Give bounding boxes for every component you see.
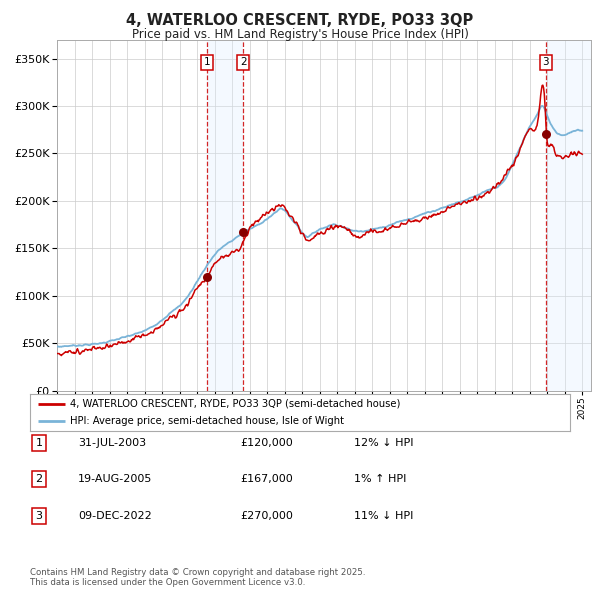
Bar — [207, 40, 243, 391]
Text: 2: 2 — [240, 57, 247, 67]
Text: £270,000: £270,000 — [240, 511, 293, 521]
Text: 09-DEC-2022: 09-DEC-2022 — [78, 511, 152, 521]
Bar — [546, 40, 591, 391]
Text: 11% ↓ HPI: 11% ↓ HPI — [354, 511, 413, 521]
Text: 2: 2 — [35, 474, 43, 484]
Text: 4, WATERLOO CRESCENT, RYDE, PO33 3QP: 4, WATERLOO CRESCENT, RYDE, PO33 3QP — [127, 13, 473, 28]
Text: Price paid vs. HM Land Registry's House Price Index (HPI): Price paid vs. HM Land Registry's House … — [131, 28, 469, 41]
Text: 4, WATERLOO CRESCENT, RYDE, PO33 3QP (semi-detached house): 4, WATERLOO CRESCENT, RYDE, PO33 3QP (se… — [71, 399, 401, 409]
Text: 1: 1 — [35, 438, 43, 448]
Text: £120,000: £120,000 — [240, 438, 293, 448]
Text: 1% ↑ HPI: 1% ↑ HPI — [354, 474, 406, 484]
Text: £167,000: £167,000 — [240, 474, 293, 484]
Text: 3: 3 — [542, 57, 549, 67]
Text: 12% ↓ HPI: 12% ↓ HPI — [354, 438, 413, 448]
Text: 1: 1 — [204, 57, 211, 67]
Text: HPI: Average price, semi-detached house, Isle of Wight: HPI: Average price, semi-detached house,… — [71, 416, 344, 426]
Text: Contains HM Land Registry data © Crown copyright and database right 2025.
This d: Contains HM Land Registry data © Crown c… — [30, 568, 365, 587]
Text: 19-AUG-2005: 19-AUG-2005 — [78, 474, 152, 484]
Text: 3: 3 — [35, 511, 43, 521]
Text: 31-JUL-2003: 31-JUL-2003 — [78, 438, 146, 448]
